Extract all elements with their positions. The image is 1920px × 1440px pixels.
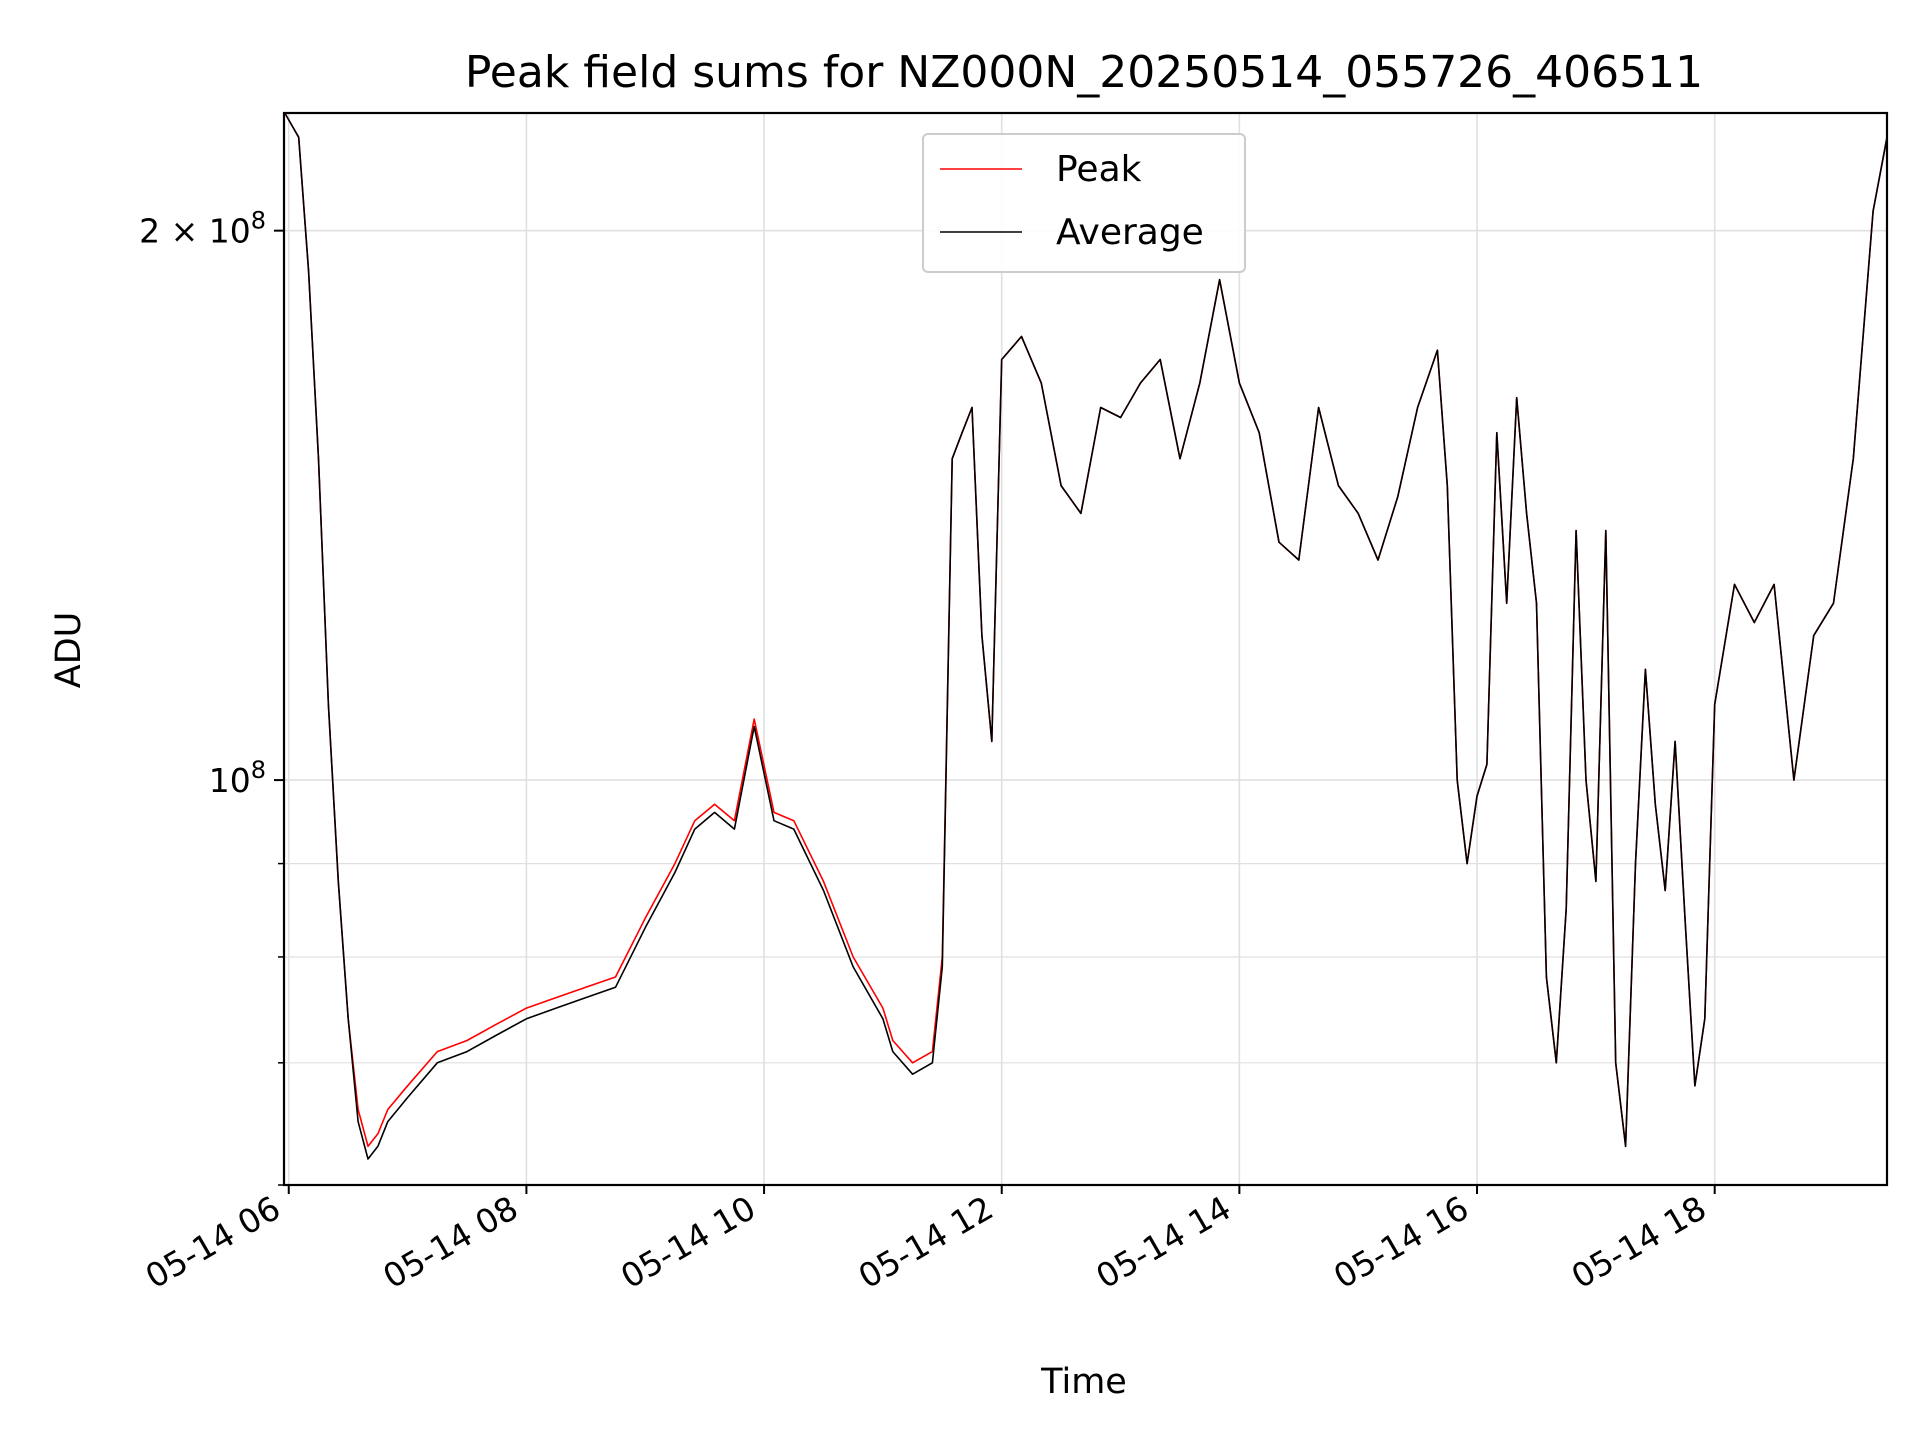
x-axis-label: Time (1040, 1362, 1127, 1402)
plot-frame (282, 111, 1889, 1187)
legend-label-peak: Peak (1056, 149, 1142, 190)
legend-label-average: Average (1056, 212, 1204, 253)
y-tick-label: 2 × 108 (139, 207, 266, 251)
y-tick-label: 108 (209, 756, 266, 800)
legend: Peak Average (922, 133, 1246, 273)
y-axis-label: ADU (49, 612, 89, 689)
plot-lines (284, 112, 1888, 1160)
chart-title: Peak field sums for NZ000N_20250514_0557… (465, 47, 1703, 98)
series-line-average (284, 112, 1888, 1160)
y-axis: 2 × 108 108 (139, 207, 284, 1186)
